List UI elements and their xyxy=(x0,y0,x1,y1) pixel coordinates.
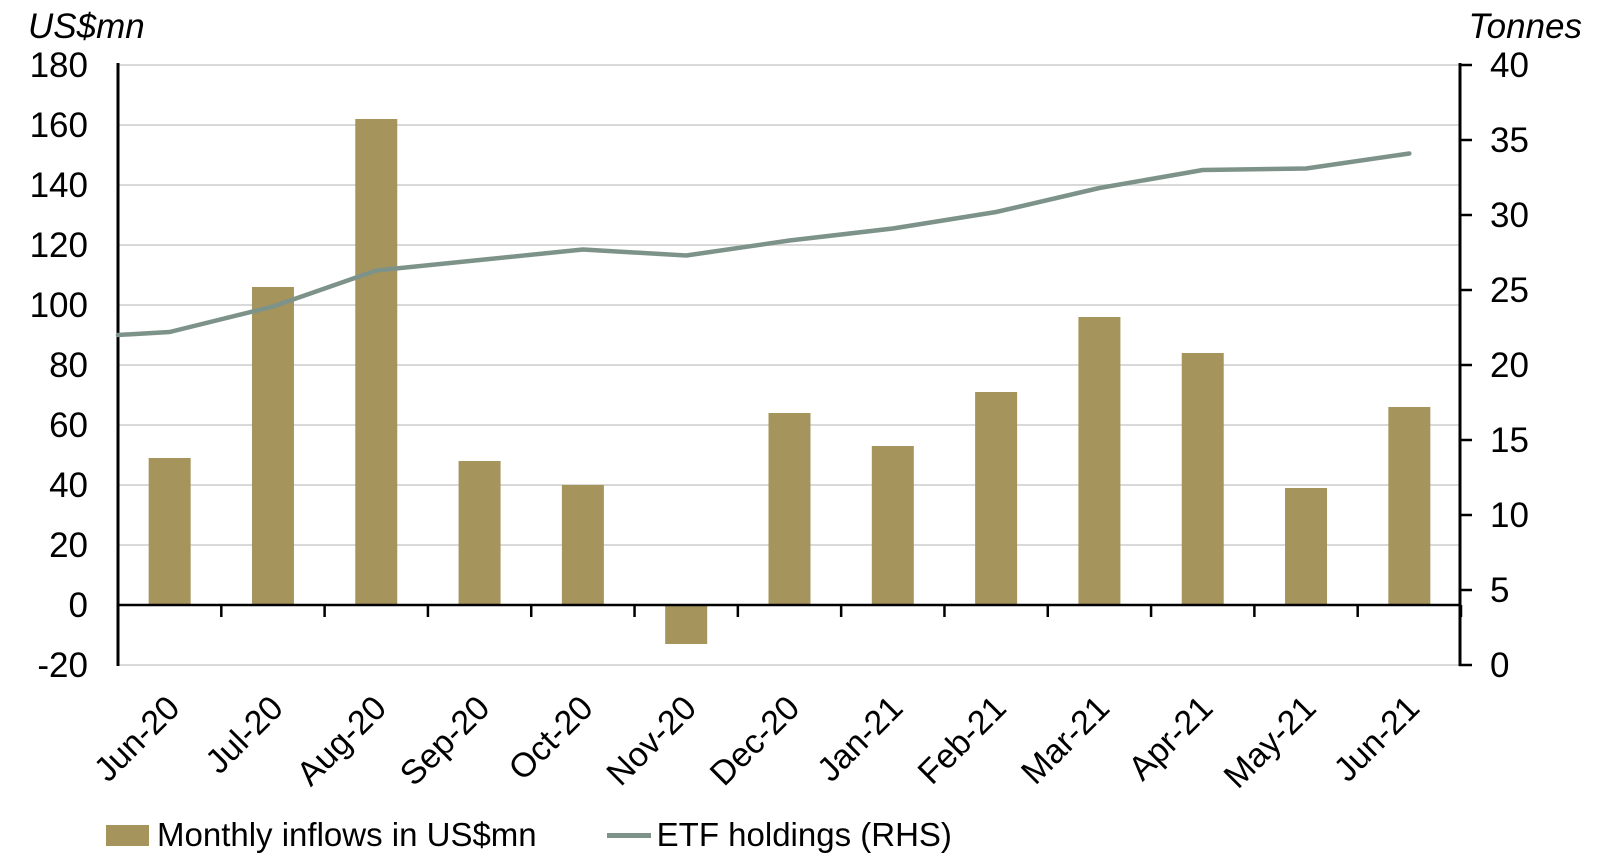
bar-Apr-21 xyxy=(1181,353,1224,605)
left-axis-tick-label: 100 xyxy=(30,286,88,325)
x-axis-label-Apr-21: Apr-21 xyxy=(1121,689,1220,788)
x-axis-label-Jan-21: Jan-21 xyxy=(810,689,910,789)
legend-line-label: ETF holdings (RHS) xyxy=(656,816,952,853)
left-axis-tick-label: 60 xyxy=(49,406,88,445)
x-axis-label-May-21: May-21 xyxy=(1217,689,1324,796)
left-axis-tick-label: 120 xyxy=(30,226,88,265)
x-axis-label-Jun-21: Jun-21 xyxy=(1327,689,1427,789)
bar-Sep-20 xyxy=(458,461,501,605)
left-axis-tick-label: -20 xyxy=(37,646,88,685)
bar-Jul-20 xyxy=(251,287,294,605)
right-axis-title: Tonnes xyxy=(1468,7,1582,46)
bar-May-21 xyxy=(1285,488,1328,605)
legend-item-line: ETF holdings (RHS) xyxy=(606,816,952,854)
right-axis-tick-label: 40 xyxy=(1490,46,1529,85)
x-axis-label-Aug-20: Aug-20 xyxy=(290,689,394,793)
left-axis-tick-label: 180 xyxy=(30,46,88,85)
left-axis-title: US$mn xyxy=(28,7,145,46)
bar-Feb-21 xyxy=(975,392,1018,605)
right-axis-tick-label: 25 xyxy=(1490,271,1529,310)
bar-Nov-20 xyxy=(665,605,708,644)
bar-Jan-21 xyxy=(871,446,914,605)
x-axis-label-Jul-20: Jul-20 xyxy=(198,689,290,781)
x-axis-label-Jun-20: Jun-20 xyxy=(87,689,187,789)
right-axis-tick-label: 0 xyxy=(1490,646,1509,685)
etf-holdings-line xyxy=(115,151,1412,338)
legend: Monthly inflows in US$mn ETF holdings (R… xyxy=(106,816,952,854)
bar-Oct-20 xyxy=(561,485,604,605)
x-axis-label-Nov-20: Nov-20 xyxy=(599,689,703,793)
bar-Jun-21 xyxy=(1388,407,1431,605)
bar-Dec-20 xyxy=(768,413,811,605)
bar-Aug-20 xyxy=(355,119,398,605)
x-axis-label-Mar-21: Mar-21 xyxy=(1014,689,1117,792)
right-axis-tick-label: 5 xyxy=(1490,571,1509,610)
left-axis-tick-label: 80 xyxy=(49,346,88,385)
x-axis-label-Sep-20: Sep-20 xyxy=(393,689,497,793)
x-axis-label-Oct-20: Oct-20 xyxy=(502,689,601,788)
x-axis-label-Dec-20: Dec-20 xyxy=(703,689,807,793)
right-axis-tick-label: 10 xyxy=(1490,496,1529,535)
right-axis-tick-label: 35 xyxy=(1490,121,1529,160)
right-axis-tick-label: 20 xyxy=(1490,346,1529,385)
x-axis-label-Feb-21: Feb-21 xyxy=(911,689,1014,792)
left-axis-tick-label: 20 xyxy=(49,526,88,565)
legend-item-bars: Monthly inflows in US$mn xyxy=(106,816,537,854)
left-axis-tick-label: 160 xyxy=(30,106,88,145)
left-axis-tick-label: 0 xyxy=(69,586,88,625)
legend-line-swatch-icon xyxy=(606,832,651,838)
left-axis-tick-label: 140 xyxy=(30,166,88,205)
right-axis-tick-label: 15 xyxy=(1490,421,1529,460)
bar-Jun-20 xyxy=(148,458,191,605)
right-axis-tick-label: 30 xyxy=(1490,196,1529,235)
left-axis-tick-label: 40 xyxy=(49,466,88,505)
legend-bar-swatch xyxy=(106,824,149,846)
legend-bar-label: Monthly inflows in US$mn xyxy=(157,816,537,853)
bar-Mar-21 xyxy=(1078,317,1121,605)
